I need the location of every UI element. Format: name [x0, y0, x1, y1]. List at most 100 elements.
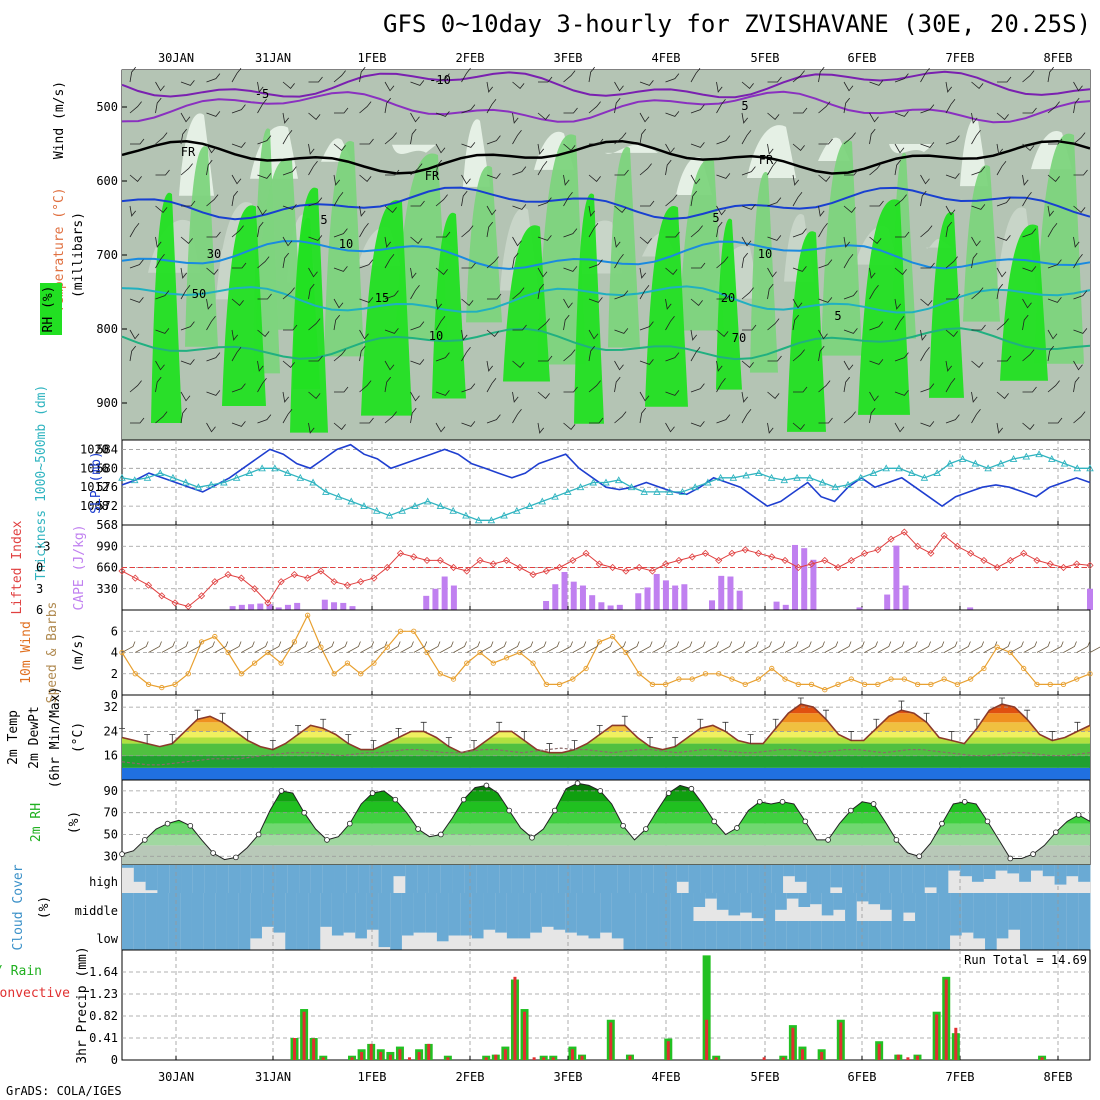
wind-speed-point — [556, 681, 563, 688]
cloud-low-cell — [320, 921, 333, 927]
wind-barb — [843, 236, 851, 248]
wind-barb — [767, 76, 782, 83]
cloud-high-cell — [440, 865, 453, 893]
temperature-minmax-bar — [722, 721, 729, 732]
wind-barb — [333, 70, 346, 83]
lifted-index-point — [118, 567, 126, 575]
cape-bar — [607, 605, 614, 610]
wind-barb-10m — [174, 641, 189, 653]
wind-barb — [691, 262, 706, 269]
cloud-high-cell — [759, 865, 772, 893]
lifted-index-point — [794, 563, 802, 572]
temperature-minmax-bar — [395, 727, 402, 738]
wind-barb — [155, 411, 168, 424]
wind-barb — [589, 417, 604, 424]
temperature-minmax-bar — [848, 731, 855, 741]
wind-barb — [461, 421, 476, 427]
cloud-low-cell — [366, 921, 379, 930]
thickness-point — [933, 469, 941, 477]
wind-barb — [920, 104, 935, 114]
precip-convective-bar — [532, 1057, 536, 1060]
cloud-high-cell — [688, 865, 701, 893]
cape-bar — [967, 607, 974, 610]
cloud-high-cell — [499, 865, 512, 893]
wind-barb — [231, 68, 242, 83]
wind-barb — [665, 267, 678, 275]
thickness-point — [347, 497, 356, 505]
thickness-point — [818, 478, 827, 486]
thickness-point — [780, 476, 789, 484]
wind-barb — [359, 259, 374, 269]
wind-barb — [767, 318, 780, 331]
wind-barb — [665, 159, 672, 176]
date-labels-bottom: 30JAN 31JAN 1FEB 2FEB 3FEB 4FEB 5FEB 6FEB 7FEB 8F… — [158, 1070, 1073, 1084]
lifted-index-point — [847, 556, 855, 564]
wind-barb — [537, 283, 545, 300]
lifted-index-axis-label: Lifted Index — [10, 520, 25, 614]
temperature-minmax-bar — [697, 718, 704, 729]
cloud-middle-cell — [495, 893, 508, 921]
wind-barb — [894, 143, 905, 154]
wind-barb — [385, 169, 400, 176]
wind-barb — [231, 298, 244, 306]
precip-tick-0.82: 0.82 — [89, 1009, 118, 1023]
wind-barb — [333, 349, 346, 362]
wind-barb — [512, 81, 525, 89]
cloud-middle-cell — [133, 893, 146, 921]
wind-barb — [767, 197, 782, 207]
wind-barb — [843, 205, 856, 213]
thickness-point — [920, 473, 929, 481]
cloud-high-cell — [1030, 865, 1044, 871]
cloud-low-cell — [600, 921, 613, 933]
precip-convective-bar — [350, 1057, 354, 1060]
cloud-middle-cell — [156, 893, 170, 921]
cloud-middle-cell — [996, 893, 1009, 921]
wind-barb — [589, 138, 604, 145]
cloud-middle-cell — [378, 893, 391, 921]
wind-barb — [512, 130, 522, 145]
wind-barb-10m — [1050, 641, 1064, 653]
lifted-index-point — [662, 560, 670, 568]
rh-point — [278, 788, 285, 794]
wind-barb — [945, 99, 956, 114]
wind-barb — [639, 112, 650, 123]
cape-bar — [340, 602, 347, 610]
thickness-point — [1060, 459, 1069, 467]
wind-barb-10m — [638, 641, 653, 653]
lifted-index-point — [317, 567, 325, 575]
wind-barb — [741, 409, 752, 424]
wind-barb — [869, 163, 882, 176]
wind-speed-point — [596, 639, 603, 645]
contour-label-2: 5 — [741, 99, 748, 113]
lifted-index-point — [927, 549, 935, 557]
wind-barb — [333, 314, 341, 331]
wind-barb — [894, 316, 905, 331]
thickness-point — [525, 502, 534, 510]
thickness-point — [704, 478, 712, 486]
lifted-index-point — [436, 556, 444, 564]
cape-bar — [229, 606, 236, 610]
wind-speed-point — [1021, 665, 1027, 672]
wind-barb — [869, 236, 882, 244]
thickness-point — [411, 502, 419, 510]
thickness-point — [220, 478, 228, 486]
wind-barb — [588, 259, 603, 269]
cloud-high-gap — [122, 865, 135, 893]
wind-barb — [537, 235, 552, 241]
cloud-middle-cell — [145, 893, 158, 921]
wind-barb-10m — [824, 641, 839, 653]
wind-barb — [486, 329, 499, 337]
cloud-middle-cell — [425, 893, 438, 921]
wind-tick-0: 0 — [111, 688, 118, 702]
cloud-middle-cell — [308, 893, 321, 921]
cloud-high-cell — [995, 865, 1008, 871]
wind-barb — [359, 329, 369, 340]
wind-barb — [894, 422, 905, 433]
rh-point — [665, 790, 672, 796]
wind-barb — [741, 166, 756, 176]
wind-barb — [461, 329, 468, 341]
precip-convective-bar — [915, 1055, 919, 1060]
wind-barb-10m — [745, 641, 759, 653]
lifted-index-tick--3: -3 — [36, 539, 50, 553]
rh-area-3 — [929, 211, 964, 398]
